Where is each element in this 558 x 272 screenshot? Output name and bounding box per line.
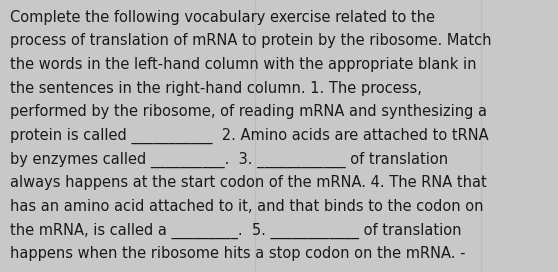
- Text: the mRNA, is called a _________.  5. ____________ of translation: the mRNA, is called a _________. 5. ____…: [10, 222, 461, 239]
- Text: has an amino acid attached to it, and that binds to the codon on: has an amino acid attached to it, and th…: [10, 199, 484, 214]
- Text: the words in the left-hand column with the appropriate blank in: the words in the left-hand column with t…: [10, 57, 477, 72]
- Text: performed by the ribosome, of reading mRNA and synthesizing a: performed by the ribosome, of reading mR…: [10, 104, 487, 119]
- Text: process of translation of mRNA to protein by the ribosome. Match: process of translation of mRNA to protei…: [10, 33, 492, 48]
- Text: Complete the following vocabulary exercise related to the: Complete the following vocabulary exerci…: [10, 10, 435, 24]
- Text: protein is called ___________  2. Amino acids are attached to tRNA: protein is called ___________ 2. Amino a…: [10, 128, 489, 144]
- Text: always happens at the start codon of the mRNA. 4. The RNA that: always happens at the start codon of the…: [10, 175, 487, 190]
- Text: by enzymes called __________.  3. ____________ of translation: by enzymes called __________. 3. _______…: [10, 152, 448, 168]
- Text: the sentences in the right-hand column. 1. The process,: the sentences in the right-hand column. …: [10, 81, 422, 95]
- Text: happens when the ribosome hits a stop codon on the mRNA. -: happens when the ribosome hits a stop co…: [10, 246, 465, 261]
